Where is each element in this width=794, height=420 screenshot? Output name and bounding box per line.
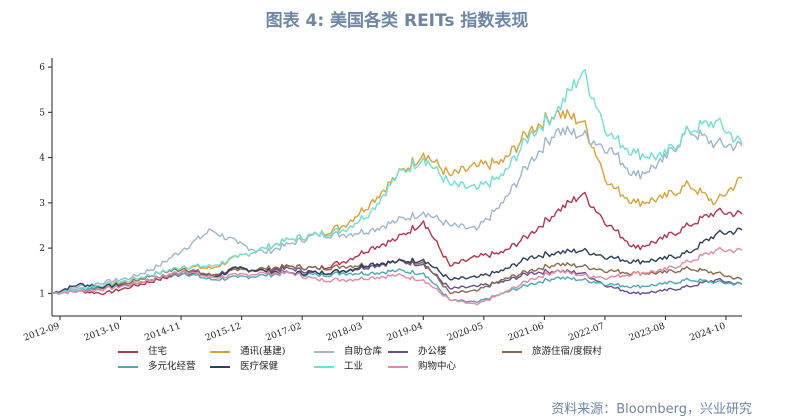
- y-tick-label: 6: [39, 63, 45, 73]
- legend-label: 通讯(基建): [240, 346, 286, 357]
- x-tick-label: 2024-10: [688, 321, 727, 343]
- x-tick-label: 2023-08: [628, 321, 667, 343]
- legend-label: 工业: [344, 361, 364, 372]
- y-tick-label: 1: [39, 289, 45, 299]
- x-tick-label: 2022-07: [567, 321, 606, 343]
- y-tick-label: 5: [39, 108, 45, 118]
- x-tick-label: 2012-09: [22, 321, 61, 343]
- legend-label: 住宅: [148, 346, 168, 357]
- legend-label: 医疗保健: [240, 361, 279, 372]
- x-tick-label: 2019-04: [386, 321, 425, 343]
- x-tick-label: 2018-03: [325, 321, 364, 343]
- series-line-2: [51, 125, 743, 295]
- series-layer: [51, 68, 743, 306]
- x-tick-label: 2021-06: [507, 321, 546, 343]
- legend-swatch: [118, 350, 138, 353]
- legend-item: 办公楼: [388, 345, 447, 359]
- series-line-5: [51, 268, 743, 304]
- legend-label: 购物中心: [418, 361, 457, 372]
- x-tick-label: 2015-12: [204, 321, 243, 343]
- legend-swatch: [210, 350, 230, 353]
- legend-item: 旅游住宿/度假村: [502, 345, 602, 359]
- legend-item: 通讯(基建): [210, 345, 285, 359]
- x-tick-label: 2020-05: [446, 321, 485, 343]
- series-line-0: [51, 191, 743, 296]
- legend-label: 旅游住宿/度假村: [532, 346, 602, 357]
- legend-item: 工业: [314, 360, 363, 374]
- y-tick-label: 4: [39, 154, 45, 164]
- legend-swatch: [314, 350, 334, 353]
- y-tick-label: 2: [39, 244, 45, 254]
- chart-title: 图表 4: 美国各类 REITs 指数表现: [265, 11, 529, 31]
- y-tick-label: 3: [39, 199, 45, 209]
- legend-label: 自助仓库: [344, 346, 383, 357]
- legend-swatch: [502, 350, 522, 353]
- legend-swatch: [388, 350, 408, 353]
- legend-swatch: [314, 365, 334, 368]
- legend-item: 住宅: [118, 345, 167, 359]
- x-tick-label: 2013-10: [83, 321, 122, 343]
- source-note: 资料来源：Bloomberg，兴业研究: [551, 402, 752, 417]
- legend-item: 医疗保健: [210, 360, 278, 374]
- legend-item: 自助仓库: [314, 345, 382, 359]
- x-tick-label: 2017-02: [265, 321, 304, 343]
- legend-item: 多元化经营: [118, 360, 196, 374]
- series-line-8: [51, 246, 743, 306]
- x-tick-label: 2014-11: [144, 321, 183, 343]
- legend-label: 多元化经营: [148, 361, 196, 372]
- legend-item: 购物中心: [388, 360, 456, 374]
- legend-label: 办公楼: [418, 346, 447, 357]
- series-line-7: [51, 68, 743, 295]
- legend-swatch: [210, 365, 230, 368]
- legend-swatch: [118, 365, 138, 368]
- legend-swatch: [388, 365, 408, 368]
